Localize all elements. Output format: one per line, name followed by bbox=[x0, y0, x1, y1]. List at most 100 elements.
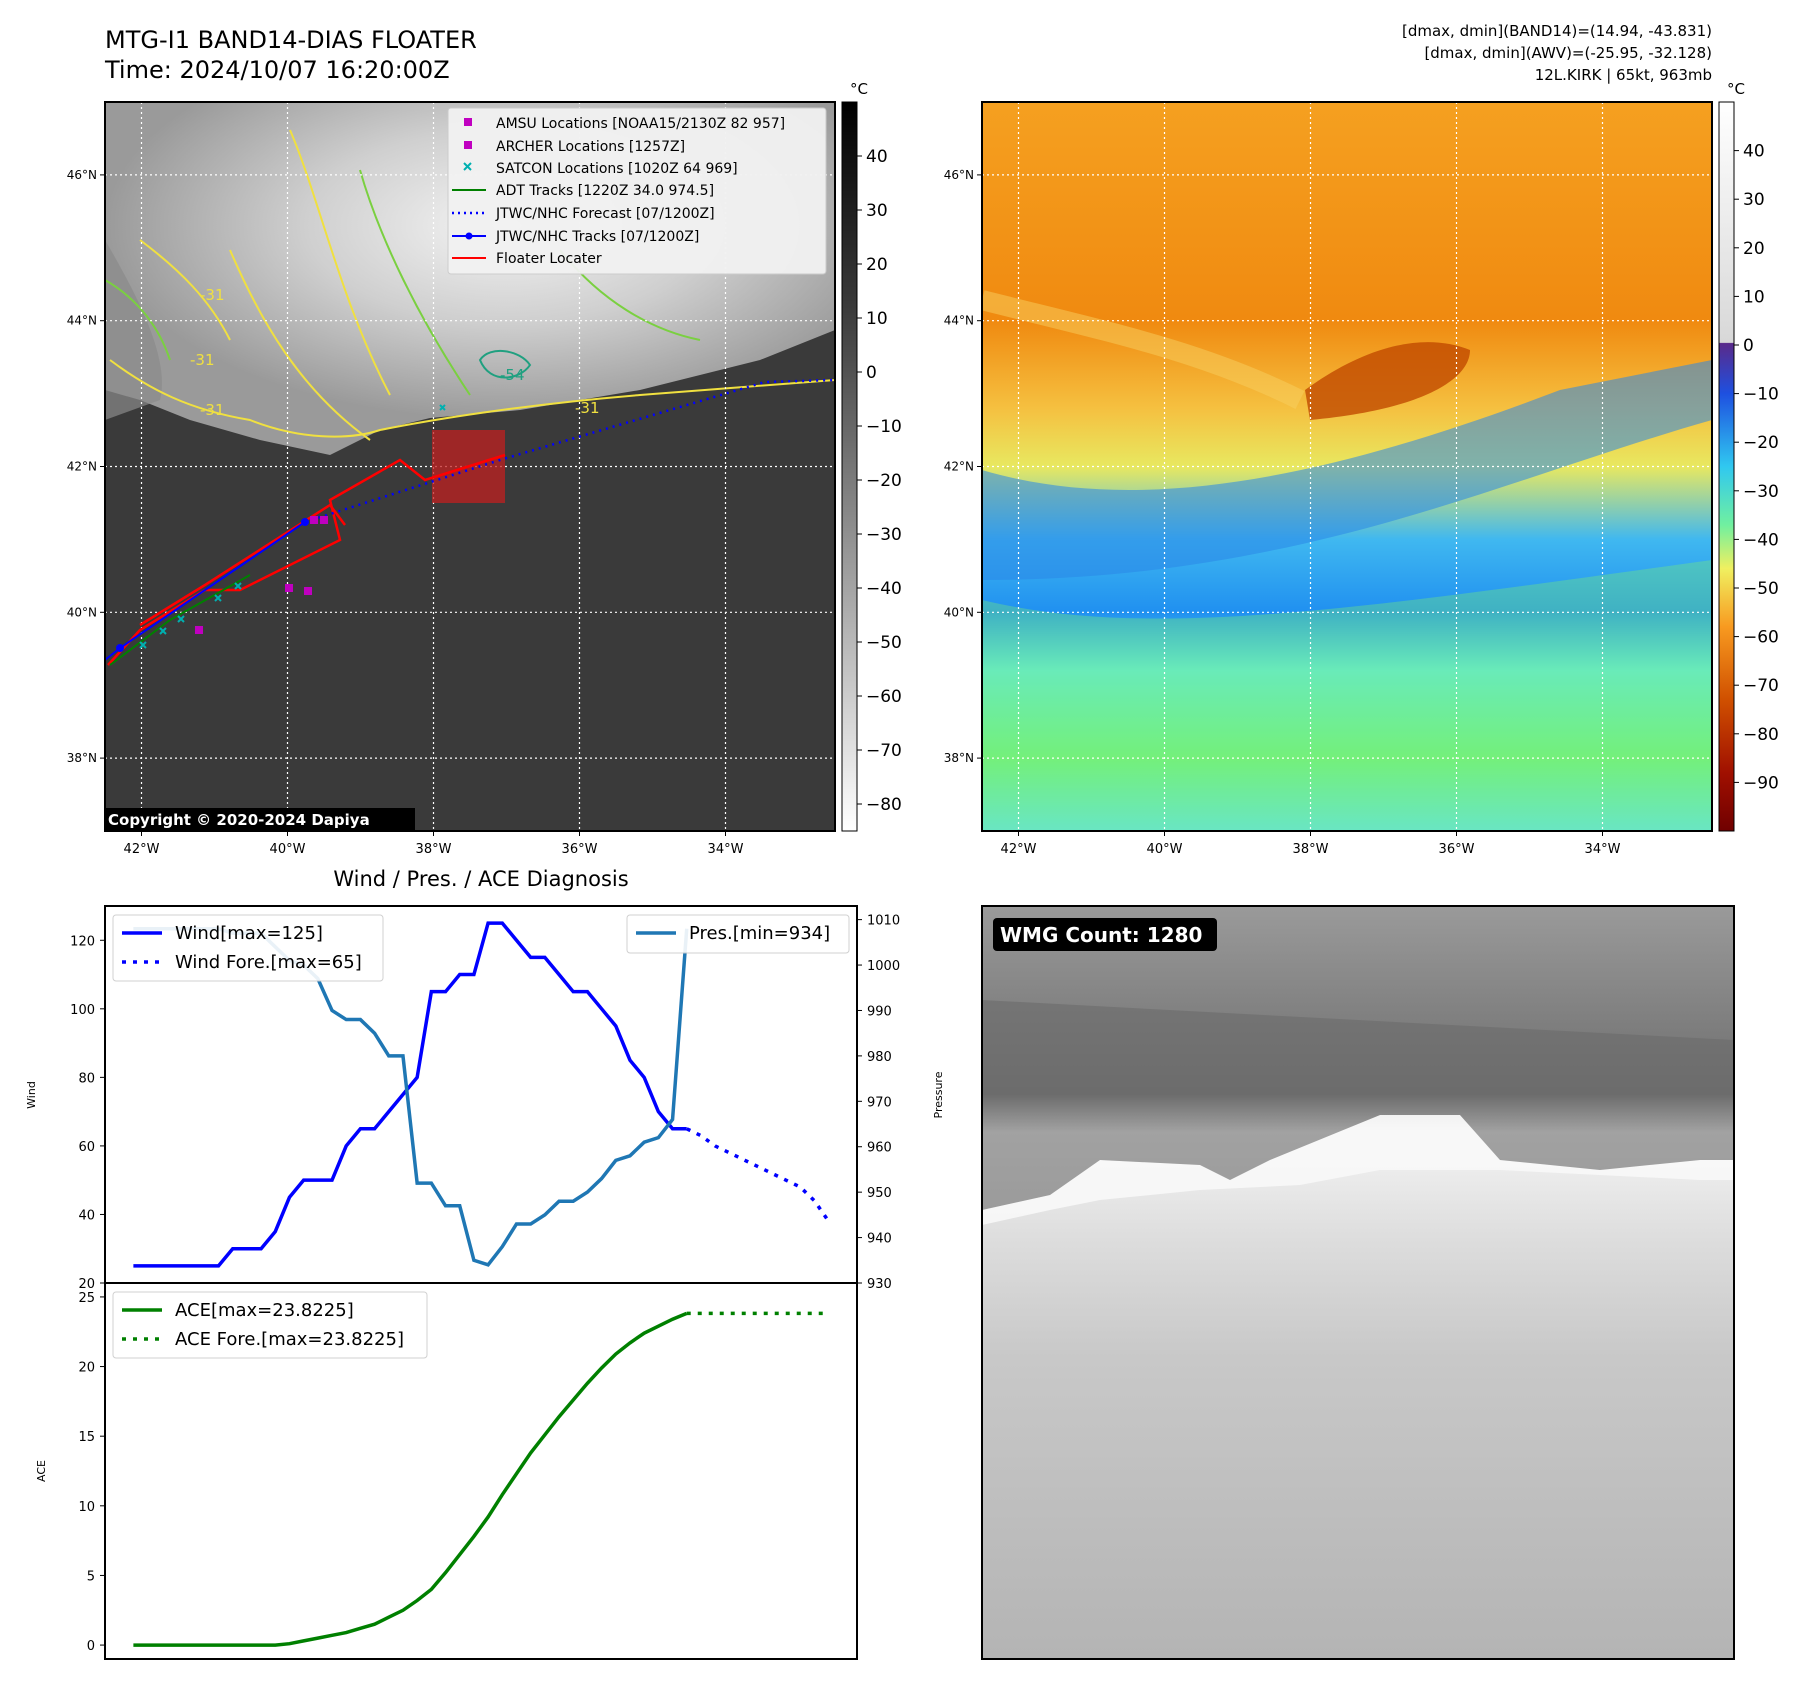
legend-marker bbox=[463, 162, 472, 171]
dry-air-band bbox=[982, 360, 1712, 580]
axis-tick-label: 1010 bbox=[867, 914, 900, 929]
contour-line bbox=[289, 129, 391, 396]
colorbar-tick-label: 40 bbox=[866, 147, 888, 167]
legend-entry: JTWC/NHC Forecast [07/1200Z] bbox=[495, 206, 715, 222]
axis-tick-label: 80 bbox=[78, 1071, 95, 1086]
copyright-text: Copyright © 2020-2024 Dapiya bbox=[108, 811, 370, 829]
axis-tick-label: 0 bbox=[87, 1639, 95, 1654]
legend-entry: SATCON Locations [1020Z 64 969] bbox=[496, 161, 738, 177]
lat-tick-label: 44°N bbox=[67, 314, 97, 328]
legend-entry: JTWC/NHC Tracks [07/1200Z] bbox=[495, 229, 699, 245]
ace-ticks: 25 20 15 10 5 0 bbox=[78, 1291, 105, 1654]
colorbar-tick-label: −40 bbox=[866, 579, 902, 599]
ir-map-panel: -31 -31 -31 -54 -31 bbox=[67, 101, 836, 857]
colorbar-tick-label: −30 bbox=[1743, 482, 1779, 502]
legend-ace-fore: ACE Fore.[max=23.8225] bbox=[175, 1329, 404, 1350]
colorbar-tick-label: 30 bbox=[1743, 190, 1765, 210]
cold-cloud-core bbox=[1305, 342, 1470, 420]
colorbar-tick-label: 20 bbox=[866, 255, 888, 275]
ace-axis-label: ACE bbox=[35, 1460, 48, 1482]
gray-colorbar: °C 40 30 20 10 0 −10 −20 −30 −40 −50 −60 −70 −80 bbox=[841, 80, 902, 832]
colorbar-tick-label: −80 bbox=[1743, 725, 1779, 745]
legend-marker bbox=[464, 141, 472, 149]
colorbar-tick-label: −10 bbox=[1743, 385, 1779, 405]
lon-tick-label: 42°W bbox=[1001, 842, 1037, 857]
awv-map-ticks: 42°W 40°W 38°W 36°W 34°W 46°N 44°N 42°N 40°N 38°N bbox=[944, 168, 1621, 857]
contour-line bbox=[109, 359, 835, 438]
wind-series-line bbox=[133, 921, 687, 1268]
wind-legend: Wind[max=125] Wind Fore.[max=65] bbox=[112, 914, 384, 982]
jtwc-track-point bbox=[116, 644, 124, 652]
pressure-ticks: 1010 1000 990 980 970 960 950 940 930 bbox=[857, 914, 900, 1292]
colorbar-tick-label: 30 bbox=[866, 201, 888, 221]
legend-entry: ARCHER Locations [1257Z] bbox=[496, 139, 685, 155]
map-legend: AMSU Locations [NOAA15/2130Z 82 957] ARC… bbox=[447, 107, 827, 275]
contour-label: -54 bbox=[500, 366, 525, 384]
info-band14: [dmax, dmin](BAND14)=(14.94, -43.831) bbox=[1401, 22, 1712, 40]
axis-tick-label: 970 bbox=[867, 1095, 892, 1110]
lon-tick-label: 38°W bbox=[1293, 842, 1329, 857]
axis-tick-label: 40 bbox=[78, 1208, 95, 1223]
legend-marker bbox=[464, 118, 472, 126]
colorbar-tick-label: 10 bbox=[866, 309, 888, 329]
legend-entry: ADT Tracks [1220Z 34.0 974.5] bbox=[496, 183, 714, 199]
wind-axis-label: Wind bbox=[25, 1081, 38, 1109]
colorbar-tick-label: 10 bbox=[1743, 287, 1765, 307]
lon-tick-label: 42°W bbox=[124, 842, 160, 857]
colorbar-tick-label: 20 bbox=[1743, 239, 1765, 259]
contour-line bbox=[229, 249, 371, 441]
lat-tick-label: 46°N bbox=[67, 168, 97, 182]
wmg-bright-band bbox=[982, 1115, 1734, 1225]
lon-tick-label: 34°W bbox=[1585, 842, 1621, 857]
colorbar-tick-label: −20 bbox=[1743, 433, 1779, 453]
axis-tick-label: 5 bbox=[87, 1569, 95, 1584]
wmg-frame bbox=[981, 905, 1735, 1660]
color-colorbar: °C 40 30 20 10 0 −10 −20 −30 −40 −50 −60 −70 −80 −90 bbox=[1718, 80, 1779, 832]
legend-marker bbox=[465, 232, 473, 240]
wind-ticks: 120 100 80 60 40 20 bbox=[70, 934, 105, 1292]
floater-locater-track bbox=[107, 453, 506, 666]
legend-entry: Floater Locater bbox=[496, 251, 602, 267]
ace-legend: ACE[max=23.8225] ACE Fore.[max=23.8225] bbox=[112, 1291, 428, 1359]
axis-tick-label: 10 bbox=[78, 1500, 95, 1515]
axis-tick-label: 980 bbox=[867, 1050, 892, 1065]
contour-line bbox=[478, 349, 532, 379]
colorbar-unit: °C bbox=[850, 80, 868, 98]
legend-ace: ACE[max=23.8225] bbox=[175, 1300, 354, 1321]
legend-wind-fore: Wind Fore.[max=65] bbox=[175, 952, 362, 973]
diagnosis-title: Wind / Pres. / ACE Diagnosis bbox=[333, 867, 628, 891]
lon-tick-label: 40°W bbox=[270, 842, 306, 857]
colorbar-tick-label: −80 bbox=[866, 795, 902, 815]
axis-tick-label: 20 bbox=[78, 1361, 95, 1376]
lon-tick-label: 36°W bbox=[562, 842, 598, 857]
legend-entry: AMSU Locations [NOAA15/2130Z 82 957] bbox=[496, 116, 785, 132]
color-colorbar-bar bbox=[1718, 101, 1735, 832]
cloud-band bbox=[982, 290, 1305, 409]
colorbar-tick-label: 0 bbox=[866, 363, 877, 383]
diagnosis-panel: Wind / Pres. / ACE Diagnosis Wind Pressu… bbox=[25, 867, 945, 1660]
awv-map-panel: 42°W 40°W 38°W 36°W 34°W 46°N 44°N 42°N 40°N 38°N bbox=[944, 101, 1713, 857]
colorbar-tick-label: −90 bbox=[1743, 773, 1779, 793]
colorbar-tick-label: −60 bbox=[1743, 628, 1779, 648]
axis-tick-label: 1000 bbox=[867, 959, 900, 974]
wmg-dark-band bbox=[982, 1000, 1734, 1210]
colorbar-tick-label: 0 bbox=[1743, 336, 1754, 356]
lon-tick-label: 38°W bbox=[416, 842, 452, 857]
colorbar-tick-label: −50 bbox=[866, 633, 902, 653]
info-awv: [dmax, dmin](AWV)=(-25.95, -32.128) bbox=[1424, 44, 1712, 62]
legend-pressure: Pres.[min=934] bbox=[689, 923, 830, 944]
colorbar-tick-label: 40 bbox=[1743, 142, 1765, 162]
figure-title: MTG-I1 BAND14-DIAS FLOATER bbox=[105, 26, 477, 54]
contour-line bbox=[105, 279, 171, 361]
axis-tick-label: 120 bbox=[70, 934, 95, 949]
amsu-archer-markers bbox=[195, 516, 328, 634]
figure-time: Time: 2024/10/07 16:20:00Z bbox=[105, 56, 450, 84]
pressure-legend: Pres.[min=934] bbox=[626, 914, 850, 954]
contour-label: -31 bbox=[200, 286, 225, 304]
lon-tick-label: 40°W bbox=[1147, 842, 1183, 857]
contour-label: -31 bbox=[190, 351, 215, 369]
copyright-box bbox=[105, 808, 415, 831]
wmg-count-label: WMG Count: 1280 bbox=[1000, 923, 1202, 947]
gray-colorbar-bar bbox=[841, 101, 858, 832]
